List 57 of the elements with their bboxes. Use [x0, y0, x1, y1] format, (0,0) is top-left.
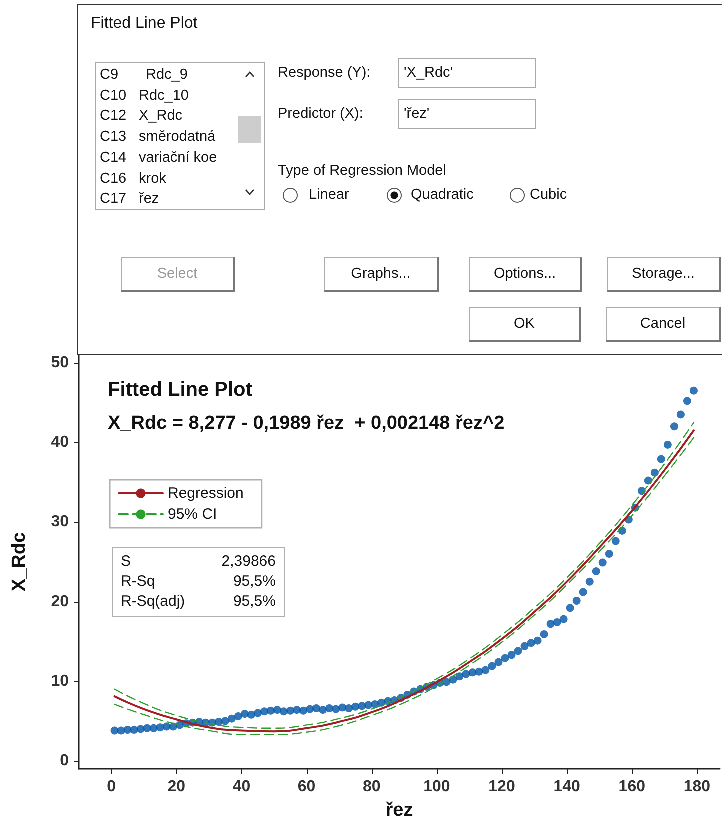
text: C16: [100, 170, 127, 188]
text: X_Rdc = 8,277 - 0,1989 řez + 0,002148 řez^2: [108, 413, 505, 434]
text: Cancel: [606, 307, 721, 342]
text: Graphs...: [324, 257, 439, 292]
text: C10: [100, 86, 127, 105]
text: Options...: [469, 257, 582, 292]
x-tick-label: 120: [488, 778, 516, 796]
y-axis-title: X_Rdc: [9, 532, 30, 592]
text: Rdc_10: [139, 86, 189, 105]
y-tick-label: 40: [51, 434, 70, 452]
legend-label: 95% CI: [168, 506, 218, 523]
text: řez: [139, 190, 160, 208]
y-tick-label: 20: [51, 593, 70, 610]
text: Predictor (X):: [278, 105, 364, 123]
text: OK: [469, 307, 581, 342]
text: Quadratic: [411, 186, 474, 204]
text: C13: [100, 128, 127, 146]
text: Fitted Line Plot: [108, 379, 253, 401]
text: 'řez': [404, 105, 430, 123]
annotation: R-Sq(adj): [121, 592, 186, 612]
y-tick-label: 30: [51, 514, 70, 531]
x-tick-label: 60: [298, 778, 316, 796]
text: C17: [100, 190, 127, 208]
text: směrodatná: [139, 128, 216, 146]
text: Cubic: [530, 186, 568, 204]
text: C12: [100, 107, 127, 126]
x-tick-label: 180: [684, 778, 711, 796]
text: C14: [100, 148, 127, 167]
annotation: 2,39866: [222, 552, 276, 572]
text: 'X_Rdc': [404, 64, 454, 82]
text: Type of Regression Model: [278, 162, 446, 180]
annotation: 95,5%: [233, 572, 276, 592]
text: Rdc_9: [146, 66, 188, 84]
x-tick-label: 80: [362, 778, 381, 796]
text: krok: [139, 170, 166, 188]
annotation: S: [121, 552, 132, 572]
text: Fitted Line Plot: [91, 15, 198, 33]
legend-label: Regression: [168, 485, 244, 502]
y-tick-label: 0: [60, 752, 70, 770]
annotation: 95,5%: [233, 592, 276, 612]
text: X_Rdc: [139, 107, 183, 126]
x-tick-label: 20: [168, 778, 186, 796]
text: Linear: [309, 186, 350, 204]
x-tick-label: 140: [554, 778, 581, 796]
x-tick-label: 100: [424, 778, 450, 796]
x-tick-label: 0: [107, 778, 116, 796]
text: Select: [121, 257, 235, 292]
y-tick-label: 50: [51, 354, 70, 372]
text: C9: [100, 66, 119, 84]
text: Storage...: [607, 257, 721, 292]
text: variační koe: [139, 148, 218, 167]
text: Response (Y):: [278, 64, 371, 82]
annotation: R-Sq: [121, 572, 156, 592]
x-tick-label: 40: [232, 778, 251, 796]
y-tick-label: 10: [51, 672, 70, 690]
x-axis-title: řez: [386, 800, 414, 821]
x-tick-label: 160: [618, 778, 646, 796]
